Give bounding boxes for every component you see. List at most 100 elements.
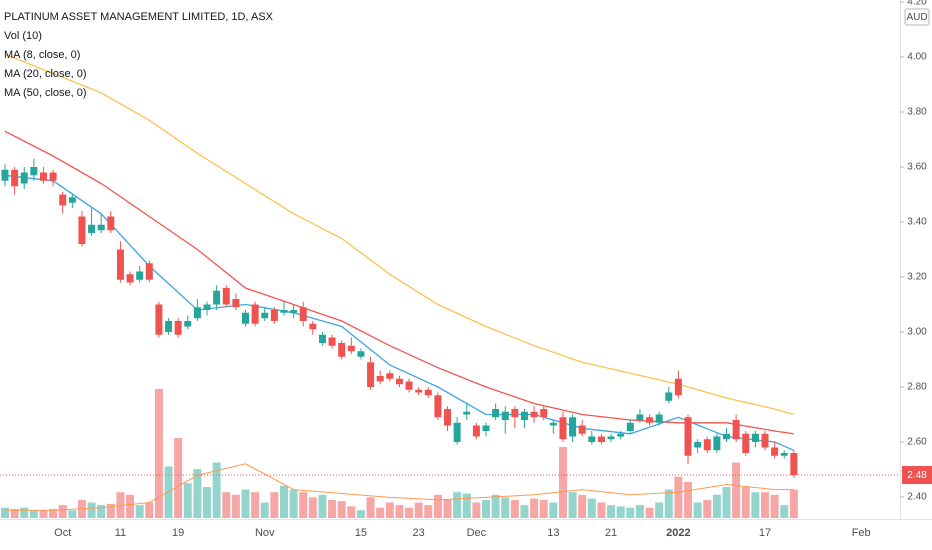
volume-bar	[193, 468, 202, 518]
volume-bar	[587, 498, 596, 518]
currency-box	[904, 8, 930, 26]
volume-bar	[347, 506, 356, 518]
x-tick-label: 21	[605, 527, 617, 539]
candle-body	[386, 373, 394, 379]
candle-body	[338, 343, 346, 357]
candle-body	[492, 409, 500, 418]
volume-bar	[154, 389, 163, 518]
candle-body	[790, 453, 798, 475]
candle-body	[280, 310, 288, 313]
candle-body	[617, 433, 625, 437]
candle-body	[569, 417, 577, 437]
volume-bar	[395, 505, 404, 518]
candle-body	[424, 389, 432, 396]
volume-bar	[520, 505, 529, 518]
candle-body	[68, 197, 76, 203]
volume-bar	[366, 497, 375, 518]
volume-bar	[741, 487, 750, 518]
volume-bar	[607, 505, 616, 518]
volume-bar	[58, 505, 67, 518]
candle-body	[30, 167, 38, 176]
volume-bar	[770, 494, 779, 518]
volume-bar	[29, 510, 38, 518]
legend-entry: MA (8, close, 0)	[4, 49, 80, 61]
volume-bar	[578, 494, 587, 518]
volume-bar	[376, 507, 385, 518]
volume-bar	[433, 494, 442, 518]
volume-bar	[20, 507, 29, 518]
candle-body	[549, 422, 557, 426]
volume-bar	[751, 492, 760, 518]
legend-entry: MA (50, close, 0)	[4, 87, 87, 99]
volume-bar	[674, 476, 683, 518]
volume-bar	[270, 492, 279, 518]
volume-bar	[655, 502, 664, 518]
y-tick-label: 4.00	[907, 52, 927, 63]
volume-bar	[760, 492, 769, 518]
volume-bar	[385, 502, 394, 518]
volume-bar	[664, 489, 673, 518]
candle-body	[242, 312, 249, 324]
candle-body	[318, 334, 326, 343]
candle-body	[174, 321, 182, 335]
candle-body	[530, 411, 538, 418]
x-tick-label: Feb	[852, 527, 871, 539]
volume-bar	[49, 508, 58, 518]
candle-body	[780, 453, 788, 456]
volume-bar	[597, 502, 606, 518]
candle-body	[742, 433, 750, 453]
candle-body	[165, 321, 173, 332]
currency-label: AUD	[906, 12, 927, 23]
volume-bar	[693, 502, 702, 518]
candle-body	[270, 310, 278, 321]
candle-body	[520, 411, 528, 420]
volume-bar	[203, 487, 212, 518]
volume-bar	[780, 505, 789, 518]
volume-bar	[308, 497, 317, 518]
volume-bar	[299, 492, 308, 518]
volume-bar	[231, 494, 240, 518]
legend-entry: Vol (10)	[4, 30, 42, 42]
x-tick-label: 13	[547, 527, 559, 539]
candle-body	[347, 345, 355, 352]
candle-body	[732, 420, 740, 440]
volume-bar	[645, 507, 654, 518]
volume-bar	[356, 510, 365, 518]
candle-body	[694, 442, 702, 448]
x-tick-label: 19	[172, 527, 184, 539]
candle-body	[674, 378, 682, 396]
volume-bar	[635, 505, 644, 518]
candle-body	[78, 216, 86, 244]
legend-entry: MA (20, close, 0)	[4, 68, 87, 80]
volume-bar	[212, 462, 221, 518]
volume-bar	[241, 489, 250, 518]
candle-body	[184, 321, 192, 327]
candle-body	[578, 425, 586, 434]
volume-bar	[462, 493, 471, 518]
y-tick-label: 3.20	[907, 272, 927, 283]
chart-title: PLATINUM ASSET MANAGEMENT LIMITED, 1D, A…	[4, 11, 274, 23]
volume-bar	[1, 507, 9, 518]
candle-body	[472, 425, 480, 437]
candle-body	[97, 224, 105, 231]
x-tick-label: Dec	[467, 527, 487, 539]
y-tick-label: 3.80	[907, 107, 927, 118]
candle-body	[213, 290, 221, 305]
candle-body	[444, 409, 452, 426]
candle-body	[251, 304, 259, 324]
candle-body	[761, 433, 769, 448]
candle-body	[405, 381, 413, 390]
candle-body	[713, 436, 721, 451]
candle-body	[395, 378, 403, 385]
volume-bar	[126, 494, 135, 518]
plot-area	[0, 53, 900, 518]
volume-bar	[424, 505, 433, 518]
volume-bar	[279, 485, 288, 518]
candle-body	[367, 362, 375, 387]
volume-bar	[289, 489, 298, 518]
candle-body	[723, 433, 730, 440]
volume-bar	[501, 497, 510, 518]
volume-bar	[174, 438, 183, 518]
volume-bar	[260, 502, 269, 518]
